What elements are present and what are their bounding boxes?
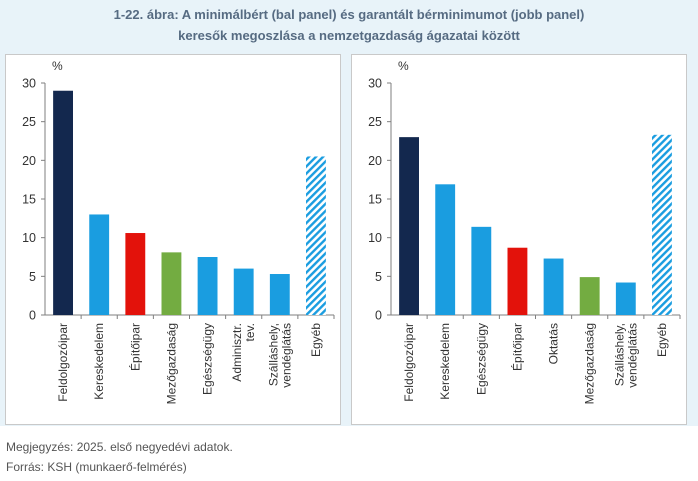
bar: [125, 233, 146, 315]
category-label: Mezőgazdaság: [164, 323, 178, 404]
bar: [543, 258, 564, 315]
bar: [471, 226, 492, 315]
category-label: Egészségügy: [201, 323, 215, 395]
category-label: Építőipar: [509, 323, 524, 371]
y-tick-label: 0: [29, 309, 36, 323]
left-chart-panel: 0 5 10 15 20 25 30% Feldolgozóipar Kereskedelem É…: [5, 54, 341, 425]
category-label: Egészségügy: [474, 323, 488, 395]
category-label: Feldolgozóipar: [56, 323, 70, 402]
bar: [89, 214, 110, 315]
y-tick-label: 5: [29, 270, 36, 284]
y-axis-unit-label: %: [52, 59, 63, 73]
y-tick-label: 10: [22, 231, 36, 245]
category-label: Kereskedelem: [438, 323, 452, 400]
category-label: tev.: [243, 323, 257, 341]
left-chart-svg: 0 5 10 15 20 25 30% Feldolgozóipar Kereskedelem É…: [22, 59, 335, 404]
footnote-source: Forrás: KSH (munkaerő-felmérés): [6, 460, 187, 474]
y-tick-label: 20: [22, 154, 36, 168]
y-tick-label: 0: [375, 309, 382, 323]
category-label: Egyéb: [309, 323, 323, 357]
right-chart-svg: 0 5 10 15 20 25 30% Feldolgozóipar Kereskedelem E…: [368, 59, 681, 404]
y-tick-label: 25: [22, 115, 36, 129]
bar: [306, 156, 326, 315]
y-tick-label: 25: [368, 115, 382, 129]
y-tick-label: 30: [368, 77, 382, 91]
y-tick-label: 15: [22, 193, 36, 207]
right-chart-panel: 0 5 10 15 20 25 30% Feldolgozóipar Kereskedelem E…: [351, 54, 687, 425]
category-label: Adminisztr.: [230, 323, 244, 382]
y-tick-label: 5: [375, 270, 382, 284]
bar: [269, 274, 290, 315]
category-label: vendéglátás: [625, 323, 639, 388]
category-label: Szálláshely,: [612, 323, 626, 386]
category-label: Kereskedelem: [92, 323, 106, 400]
chart-title-line-2: keresők megoszlása a nemzetgazdaság ágaz…: [178, 28, 520, 43]
category-label: Oktatás: [547, 323, 561, 364]
category-label: Feldolgozóipar: [402, 323, 416, 402]
bar: [507, 247, 528, 315]
category-label: vendéglátás: [279, 323, 293, 388]
bar: [197, 257, 218, 315]
bar: [435, 184, 456, 315]
bar: [579, 277, 600, 315]
y-tick-label: 20: [368, 154, 382, 168]
bar: [53, 90, 73, 315]
bar: [652, 134, 672, 315]
category-label: Mezőgazdaság: [583, 323, 597, 404]
y-tick-label: 30: [22, 77, 36, 91]
bar: [233, 268, 254, 315]
y-tick-label: 10: [368, 231, 382, 245]
category-label: Szálláshely,: [266, 323, 280, 386]
y-tick-label: 15: [368, 193, 382, 207]
chart-title-line-1: 1-22. ábra: A minimálbért (bal panel) és…: [113, 7, 585, 22]
bar: [615, 282, 636, 315]
bar: [161, 252, 182, 315]
category-label: Építőipar: [127, 323, 142, 371]
bar: [399, 137, 419, 315]
y-axis-unit-label: %: [398, 59, 409, 73]
category-label: Egyéb: [655, 323, 669, 357]
footnote-note: Megjegyzés: 2025. első negyedévi adatok.: [6, 440, 233, 454]
figure-panel: 1-22. ábra: A minimálbért (bal panel) és…: [0, 0, 698, 426]
